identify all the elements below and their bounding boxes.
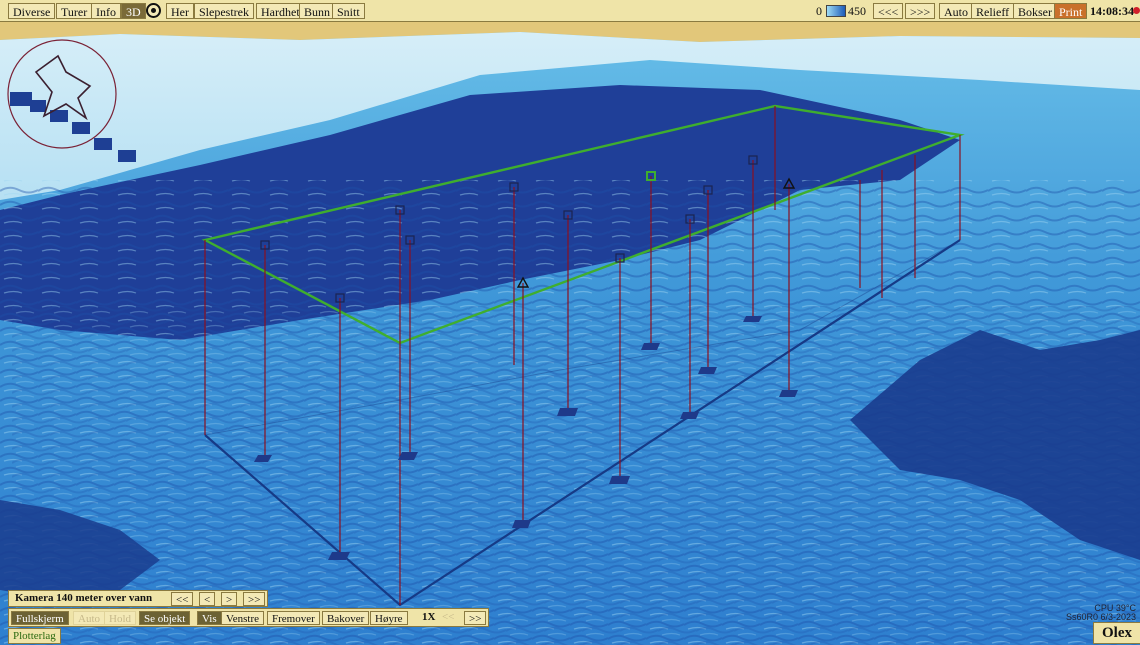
camera-next-fast-button[interactable]: >>	[243, 592, 266, 606]
menu-hardhet[interactable]: Hardhet	[256, 3, 305, 19]
camera-next-button[interactable]: >	[221, 592, 238, 606]
menu-her[interactable]: Her	[166, 3, 194, 19]
bakover-button[interactable]: Bakover	[322, 611, 370, 625]
menu-3d[interactable]: 3D	[121, 3, 146, 19]
venstre-button[interactable]: Venstre	[221, 611, 264, 625]
camera-label: Kamera 140 meter over vann	[15, 592, 153, 604]
hoyre-button[interactable]: Høyre	[370, 611, 408, 625]
top-toolbar: Diverse Turer Info 3D Her Slepestrek Har…	[0, 0, 1140, 22]
speed-prev-button[interactable]: <<	[442, 611, 455, 623]
depth-scale-max: 450	[848, 4, 866, 18]
compass-icon	[7, 39, 117, 149]
shoreline-land	[0, 22, 1140, 42]
menu-slepestrek[interactable]: Slepestrek	[194, 3, 254, 19]
camera-panel: Kamera 140 meter over vann << < > >>	[8, 590, 268, 607]
clock: 14:08:34	[1090, 4, 1134, 18]
relief-ridge	[850, 330, 1140, 560]
auto-nav-button[interactable]: Auto	[73, 611, 105, 625]
print-button[interactable]: Print	[1054, 3, 1088, 19]
camera-prev-button[interactable]: <	[199, 592, 216, 606]
waypoint-pins	[204, 106, 961, 605]
bokser-button[interactable]: Bokser	[1013, 3, 1057, 19]
relieff-button[interactable]: Relieff	[971, 3, 1015, 19]
se-objekt-button[interactable]: Se objekt	[139, 611, 191, 625]
prev-button[interactable]: <<<	[873, 3, 904, 19]
navigation-controls: Fullskjerm Auto Hold Se objekt Vis Venst…	[8, 608, 489, 627]
auto-button[interactable]: Auto	[939, 3, 973, 19]
speed-next-button[interactable]: >>	[464, 611, 487, 625]
fullskjerm-button[interactable]: Fullskjerm	[11, 611, 69, 625]
depth-scale-min: 0	[816, 4, 822, 18]
next-button[interactable]: >>>	[905, 3, 936, 19]
cpu-temp: CPU 39°C	[1094, 603, 1136, 613]
menu-snitt[interactable]: Snitt	[332, 3, 365, 19]
olex-logo[interactable]: Olex	[1093, 622, 1140, 644]
target-icon[interactable]	[146, 3, 161, 18]
shallow-shelf	[0, 32, 1140, 200]
record-indicator-icon	[1133, 7, 1140, 14]
hold-button[interactable]: Hold	[104, 611, 136, 625]
vis-button[interactable]: Vis	[197, 611, 222, 625]
speed-label: 1X	[422, 611, 436, 623]
depth-scale-bar	[826, 5, 846, 17]
menu-bunn[interactable]: Bunn	[299, 3, 336, 19]
camera-prev-fast-button[interactable]: <<	[171, 592, 194, 606]
menu-info[interactable]: Info	[91, 3, 121, 19]
version-label: Ss60R0 6/3-2023	[1065, 612, 1136, 622]
plotterlag-tab[interactable]: Plotterlag	[8, 628, 61, 644]
menu-turer[interactable]: Turer	[56, 3, 93, 19]
menu-diverse[interactable]: Diverse	[8, 3, 56, 19]
fremover-button[interactable]: Fremover	[267, 611, 320, 625]
